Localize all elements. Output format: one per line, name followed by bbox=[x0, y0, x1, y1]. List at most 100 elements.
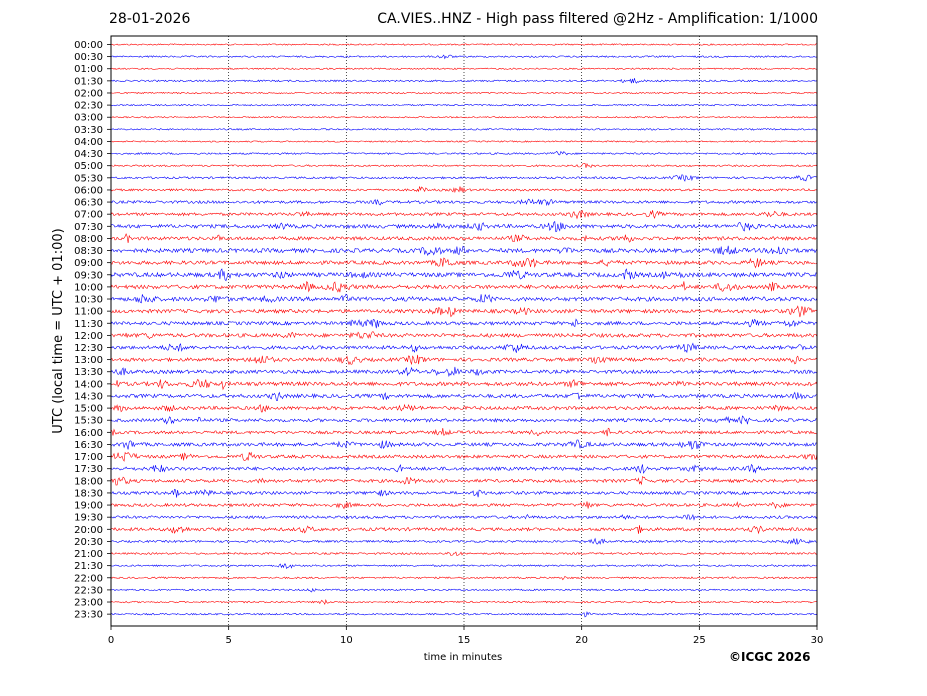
trace-1500 bbox=[110, 403, 818, 413]
x-tick-label-30: 30 bbox=[811, 635, 824, 646]
x-tick-label-5: 5 bbox=[225, 635, 231, 646]
trace-0200 bbox=[110, 91, 818, 95]
y-tick-label-1800: 18:00 bbox=[74, 476, 103, 487]
trace-1230 bbox=[110, 342, 818, 354]
trace-0230 bbox=[110, 103, 818, 107]
y-tick-label-2130: 21:30 bbox=[74, 561, 103, 572]
trace-1300 bbox=[110, 354, 818, 366]
y-tick-label-0700: 07:00 bbox=[74, 210, 103, 221]
y-tick-label-2300: 23:00 bbox=[74, 598, 103, 609]
y-tick-label-1430: 14:30 bbox=[74, 391, 103, 402]
trace-2230 bbox=[110, 587, 818, 593]
trace-1030 bbox=[110, 293, 818, 304]
y-tick-label-1100: 11:00 bbox=[74, 307, 103, 318]
y-tick-label-0900: 09:00 bbox=[74, 258, 103, 269]
trace-0030 bbox=[110, 54, 818, 60]
trace-1100 bbox=[110, 305, 818, 318]
y-tick-label-0400: 04:00 bbox=[74, 137, 103, 148]
trace-0800 bbox=[110, 233, 818, 244]
trace-0630 bbox=[110, 198, 818, 207]
trace-1930 bbox=[110, 514, 818, 521]
y-tick-label-0930: 09:30 bbox=[74, 270, 103, 281]
y-tick-label-1600: 16:00 bbox=[74, 428, 103, 439]
trace-1730 bbox=[110, 463, 818, 474]
y-tick-label-2230: 22:30 bbox=[74, 585, 103, 596]
y-tick-label-2330: 23:30 bbox=[74, 610, 103, 621]
trace-1530 bbox=[110, 415, 818, 425]
y-tick-label-0830: 08:30 bbox=[74, 246, 103, 257]
trace-0400 bbox=[110, 140, 818, 143]
trace-0700 bbox=[110, 209, 818, 220]
y-tick-label-0630: 06:30 bbox=[74, 198, 103, 209]
trace-1830 bbox=[110, 488, 818, 498]
y-tick-label-1530: 15:30 bbox=[74, 416, 103, 427]
traces-group bbox=[110, 43, 818, 618]
y-tick-label-1030: 10:30 bbox=[74, 295, 103, 306]
x-tick-label-10: 10 bbox=[340, 635, 353, 646]
y-tick-label-0030: 00:30 bbox=[74, 52, 103, 63]
chart-title: CA.VIES..HNZ - High pass filtered @2Hz -… bbox=[377, 11, 818, 27]
date-label: 28-01-2026 bbox=[109, 11, 191, 27]
y-tick-label-2000: 20:00 bbox=[74, 525, 103, 536]
trace-0430 bbox=[110, 150, 818, 156]
trace-0330 bbox=[110, 128, 818, 131]
y-axis-label: UTC (local time = UTC + 01:00) bbox=[51, 228, 66, 433]
y-tick-label-1630: 16:30 bbox=[74, 440, 103, 451]
trace-2130 bbox=[110, 563, 818, 569]
y-tick-label-0100: 01:00 bbox=[74, 64, 103, 75]
y-tick-label-0430: 04:30 bbox=[74, 149, 103, 160]
y-tick-label-2030: 20:30 bbox=[74, 537, 103, 548]
trace-1700 bbox=[110, 451, 818, 462]
copyright-label: ©ICGC 2026 bbox=[729, 650, 811, 664]
trace-2030 bbox=[110, 537, 818, 545]
trace-2200 bbox=[110, 575, 818, 581]
y-tick-label-1000: 10:00 bbox=[74, 282, 103, 293]
y-tick-label-0800: 08:00 bbox=[74, 234, 103, 245]
y-tick-label-0600: 06:00 bbox=[74, 185, 103, 196]
x-tick-label-25: 25 bbox=[693, 635, 706, 646]
y-tick-label-1700: 17:00 bbox=[74, 452, 103, 463]
trace-1200 bbox=[110, 331, 818, 340]
trace-0930 bbox=[110, 268, 818, 282]
trace-1600 bbox=[110, 427, 818, 437]
y-tick-label-2100: 21:00 bbox=[74, 549, 103, 560]
trace-2100 bbox=[110, 551, 818, 556]
y-tick-label-1400: 14:00 bbox=[74, 379, 103, 390]
trace-0530 bbox=[110, 174, 818, 182]
y-tick-label-1900: 19:00 bbox=[74, 501, 103, 512]
y-tick-label-1330: 13:30 bbox=[74, 367, 103, 378]
trace-1430 bbox=[110, 391, 818, 402]
y-tick-label-1830: 18:30 bbox=[74, 488, 103, 499]
x-tick-label-15: 15 bbox=[458, 635, 471, 646]
trace-0500 bbox=[110, 162, 818, 168]
trace-0130 bbox=[110, 78, 818, 84]
trace-1800 bbox=[110, 476, 818, 486]
trace-2300 bbox=[110, 599, 818, 605]
y-tick-label-1930: 19:30 bbox=[74, 513, 103, 524]
y-tick-label-0300: 03:00 bbox=[74, 113, 103, 124]
x-tick-label-20: 20 bbox=[575, 635, 588, 646]
trace-0830 bbox=[110, 245, 818, 257]
y-tick-label-1500: 15:00 bbox=[74, 404, 103, 415]
y-tick-label-0230: 02:30 bbox=[74, 101, 103, 112]
trace-2330 bbox=[110, 611, 818, 618]
trace-0100 bbox=[110, 67, 818, 70]
y-tick-label-1200: 12:00 bbox=[74, 331, 103, 342]
trace-1130 bbox=[110, 318, 818, 329]
y-tick-label-0730: 07:30 bbox=[74, 222, 103, 233]
y-tick-label-0500: 05:00 bbox=[74, 161, 103, 172]
trace-0730 bbox=[110, 220, 818, 233]
y-tick-label-0330: 03:30 bbox=[74, 125, 103, 136]
y-tick-label-0130: 01:30 bbox=[74, 76, 103, 87]
trace-2000 bbox=[110, 525, 818, 535]
x-tick-label-0: 0 bbox=[108, 635, 114, 646]
trace-1630 bbox=[110, 439, 818, 450]
trace-0600 bbox=[110, 186, 818, 194]
trace-0000 bbox=[110, 43, 818, 46]
y-tick-label-1230: 12:30 bbox=[74, 343, 103, 354]
trace-1330 bbox=[110, 366, 818, 378]
y-tick-label-0200: 02:00 bbox=[74, 88, 103, 99]
trace-1400 bbox=[110, 378, 818, 391]
y-tick-label-1130: 11:30 bbox=[74, 319, 103, 330]
